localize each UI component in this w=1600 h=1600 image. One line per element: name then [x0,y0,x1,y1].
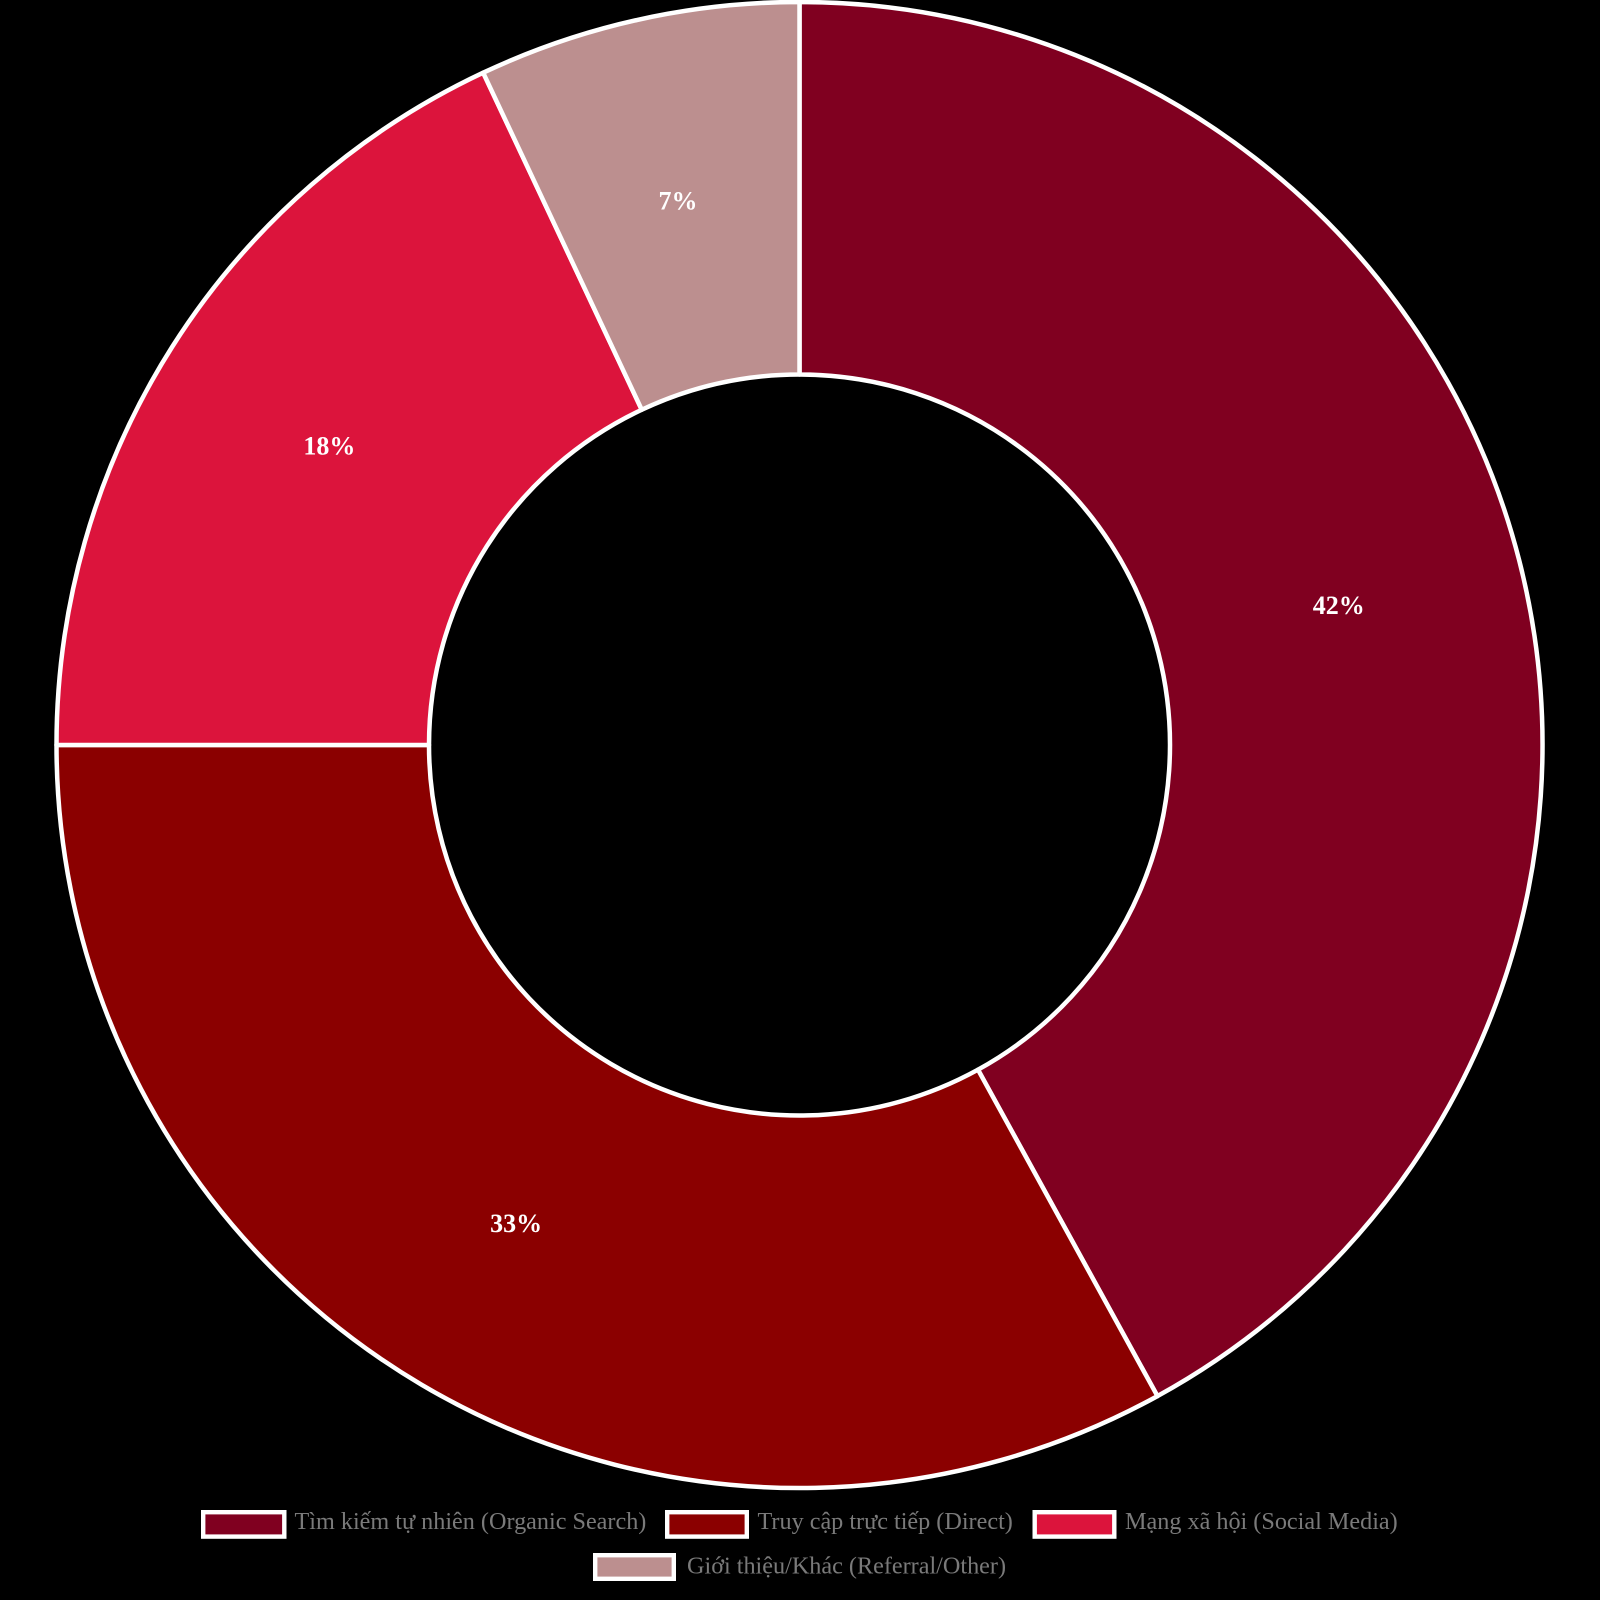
svg-text:33%: 33% [490,1209,542,1238]
svg-text:18%: 18% [303,431,355,460]
svg-text:7%: 7% [659,186,698,215]
svg-text:Tìm kiếm tự nhiên (Organic Sea: Tìm kiếm tự nhiên (Organic Search) [295,1508,647,1535]
svg-text:Mạng xã hội (Social Media): Mạng xã hội (Social Media) [1125,1508,1398,1535]
svg-text:Truy cập trực tiếp (Direct): Truy cập trực tiếp (Direct) [758,1508,1013,1535]
svg-text:Giới thiệu/Khác (Referral/Othe: Giới thiệu/Khác (Referral/Other) [687,1553,1006,1580]
svg-text:42%: 42% [1313,591,1365,620]
